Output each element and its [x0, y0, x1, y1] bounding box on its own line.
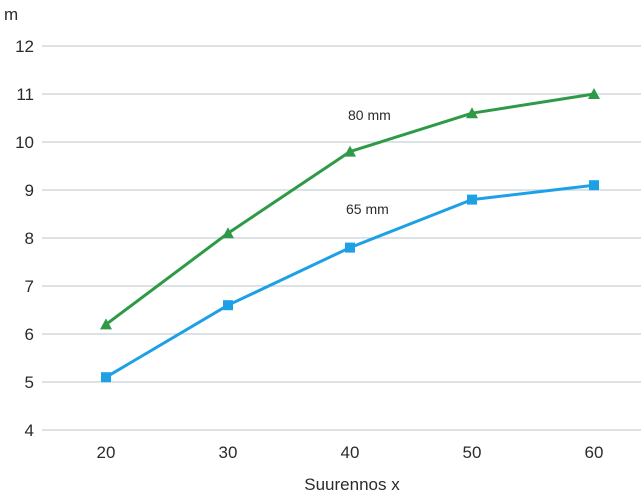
y-tick-label: 6: [25, 325, 34, 344]
data-point-triangle: [466, 107, 478, 119]
x-tick-label: 20: [97, 443, 116, 462]
y-axis-title: m: [4, 5, 18, 24]
series-label: 65 mm: [346, 201, 389, 217]
data-point-triangle: [588, 88, 600, 99]
data-point-square: [101, 372, 111, 383]
series-group: [100, 88, 600, 383]
data-point-square: [345, 242, 355, 253]
data-point-square: [467, 194, 477, 205]
series-80-mm: [100, 88, 600, 330]
y-tick-label: 8: [25, 229, 34, 248]
series-labels: 80 mm 65 mm: [346, 107, 391, 217]
y-tick-label: 4: [25, 421, 34, 440]
y-tick-labels: 4 5 6 7 8 9 10 11 12: [15, 37, 34, 440]
y-tick-label: 12: [15, 37, 34, 56]
data-point-square: [589, 180, 599, 191]
data-point-triangle: [344, 145, 356, 157]
y-tick-label: 9: [25, 181, 34, 200]
x-tick-labels: 20 30 40 50 60: [97, 443, 604, 462]
x-tick-label: 50: [463, 443, 482, 462]
x-tick-label: 30: [219, 443, 238, 462]
x-axis-title: Suurennos x: [304, 475, 400, 494]
y-tick-label: 5: [25, 373, 34, 392]
series-65-mm: [101, 180, 599, 383]
data-point-triangle: [100, 318, 112, 330]
data-point-square: [223, 300, 233, 311]
x-tick-label: 40: [341, 443, 360, 462]
y-tick-label: 7: [25, 277, 34, 296]
series-label: 80 mm: [348, 107, 391, 123]
y-tick-label: 10: [15, 133, 34, 152]
grid-lines: [42, 45, 641, 431]
data-point-triangle: [222, 227, 234, 239]
y-tick-label: 11: [16, 85, 34, 104]
x-tick-label: 60: [585, 443, 604, 462]
